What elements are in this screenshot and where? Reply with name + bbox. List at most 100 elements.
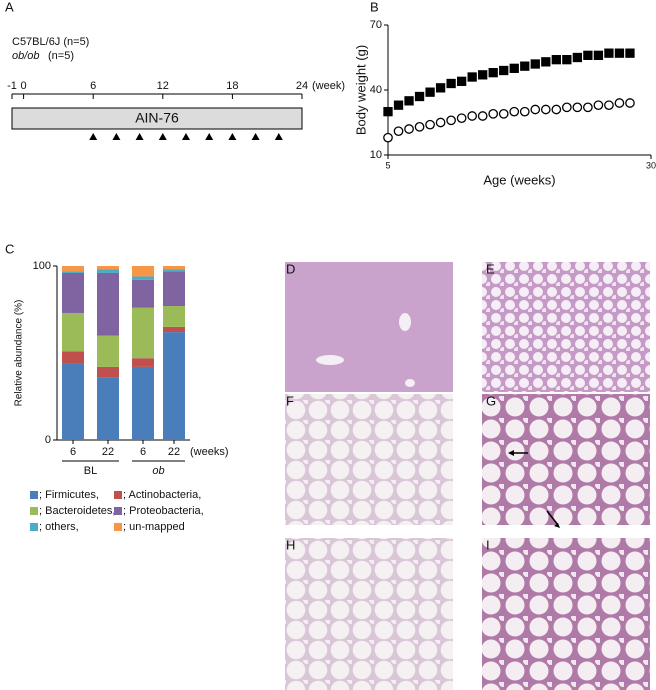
bar-segment bbox=[97, 366, 119, 378]
marker bbox=[583, 102, 593, 113]
marker bbox=[467, 72, 477, 82]
y-tick-label: 70 bbox=[370, 19, 382, 31]
bar-segment bbox=[62, 271, 84, 273]
y-axis-label: Body weight (g) bbox=[353, 45, 368, 135]
marker bbox=[404, 96, 414, 106]
diet-label: AIN-76 bbox=[135, 110, 179, 126]
bar-segment bbox=[97, 272, 119, 336]
marker bbox=[414, 91, 425, 102]
bar-segment bbox=[132, 307, 154, 359]
legend-label: ; Proteobacteria, bbox=[123, 505, 204, 517]
y-tick-label: 10 bbox=[370, 149, 382, 161]
bar-segment bbox=[97, 335, 119, 367]
marker bbox=[414, 121, 425, 132]
marker bbox=[551, 104, 562, 115]
panel-letter: H bbox=[286, 537, 295, 552]
arrow-head bbox=[508, 450, 514, 456]
marker bbox=[509, 63, 519, 73]
panel-letter: D bbox=[286, 261, 295, 276]
image-f bbox=[285, 394, 453, 525]
bar-segment bbox=[97, 377, 119, 440]
marker bbox=[520, 61, 530, 71]
y-tick-label: 100 bbox=[33, 260, 51, 272]
timeline-label: 0 bbox=[21, 80, 27, 92]
bar-segment bbox=[62, 363, 84, 440]
marker bbox=[583, 50, 593, 60]
bar-segment bbox=[132, 366, 154, 440]
marker bbox=[593, 50, 604, 60]
marker bbox=[393, 100, 404, 110]
legend-label: ; Bacteroidetes, bbox=[39, 505, 115, 517]
x-tick-label: 22 bbox=[102, 446, 114, 458]
strain: ob/ob bbox=[12, 50, 40, 62]
marker bbox=[456, 113, 467, 124]
marker bbox=[404, 124, 414, 134]
legend-label: ; Actinobacteria, bbox=[123, 489, 201, 501]
bar-segment bbox=[163, 306, 185, 327]
marker bbox=[477, 111, 488, 121]
timeline-label: 18 bbox=[226, 80, 238, 92]
bar-segment bbox=[62, 266, 84, 272]
marker bbox=[393, 126, 404, 137]
gavage-mark bbox=[182, 133, 190, 140]
panel-letter: G bbox=[486, 393, 496, 408]
marker bbox=[446, 115, 456, 126]
marker bbox=[572, 102, 583, 113]
marker bbox=[509, 106, 520, 117]
marker bbox=[383, 107, 393, 117]
image-e bbox=[482, 262, 650, 392]
gavage-mark bbox=[158, 133, 167, 140]
bar-segment bbox=[62, 312, 84, 352]
strain-n: (n=5) bbox=[48, 50, 74, 62]
legend-swatch bbox=[114, 507, 122, 515]
marker bbox=[593, 100, 604, 111]
legend-swatch bbox=[30, 507, 38, 515]
marker bbox=[425, 119, 435, 130]
x-tick-label: 6 bbox=[70, 446, 76, 458]
bar-segment bbox=[97, 266, 119, 270]
gavage-mark bbox=[135, 133, 144, 140]
marker bbox=[383, 132, 393, 143]
bar-segment bbox=[62, 272, 84, 313]
bar-segment bbox=[163, 332, 185, 440]
marker bbox=[467, 111, 478, 121]
panel-letter: E bbox=[486, 261, 495, 276]
vessel bbox=[399, 313, 411, 331]
x-axis-label: Age (weeks) bbox=[483, 172, 555, 187]
marker bbox=[499, 65, 509, 76]
bar-segment bbox=[132, 276, 154, 280]
panel-letter: A bbox=[5, 0, 14, 14]
image-i bbox=[482, 538, 650, 690]
timeline-label: 6 bbox=[90, 80, 96, 92]
marker bbox=[425, 87, 435, 97]
marker bbox=[604, 48, 614, 58]
legend-swatch bbox=[30, 491, 38, 499]
y-axis-label: Relative abundance (%) bbox=[14, 300, 25, 407]
marker bbox=[435, 83, 446, 93]
bar-segment bbox=[163, 326, 185, 333]
panel-letter: I bbox=[486, 537, 490, 552]
gavage-mark bbox=[205, 133, 214, 140]
bar-segment bbox=[163, 269, 185, 272]
timeline: AIN-76 C57BL/6J (n=5) ob/ob (n=5) (week) bbox=[11, 36, 345, 130]
gavage-mark bbox=[112, 133, 121, 140]
image-h bbox=[285, 538, 453, 690]
panel-letter: B bbox=[370, 0, 379, 14]
marker bbox=[435, 117, 446, 128]
arrow-head bbox=[554, 523, 560, 528]
marker bbox=[572, 52, 583, 63]
marker bbox=[498, 108, 509, 119]
marker bbox=[562, 55, 572, 65]
panel-letter: F bbox=[286, 393, 294, 408]
bar-segment bbox=[132, 266, 154, 277]
x-tick-label: 22 bbox=[168, 446, 180, 458]
bar-segment bbox=[163, 266, 185, 270]
legend-label: ; un-mapped bbox=[123, 521, 185, 533]
timeline-label: 24 bbox=[296, 80, 308, 92]
gavage-mark bbox=[89, 133, 98, 140]
x-unit: (weeks) bbox=[190, 446, 229, 458]
strain: C57BL/6J (n=5) bbox=[12, 36, 89, 48]
marker bbox=[488, 68, 498, 78]
marker bbox=[541, 57, 551, 67]
